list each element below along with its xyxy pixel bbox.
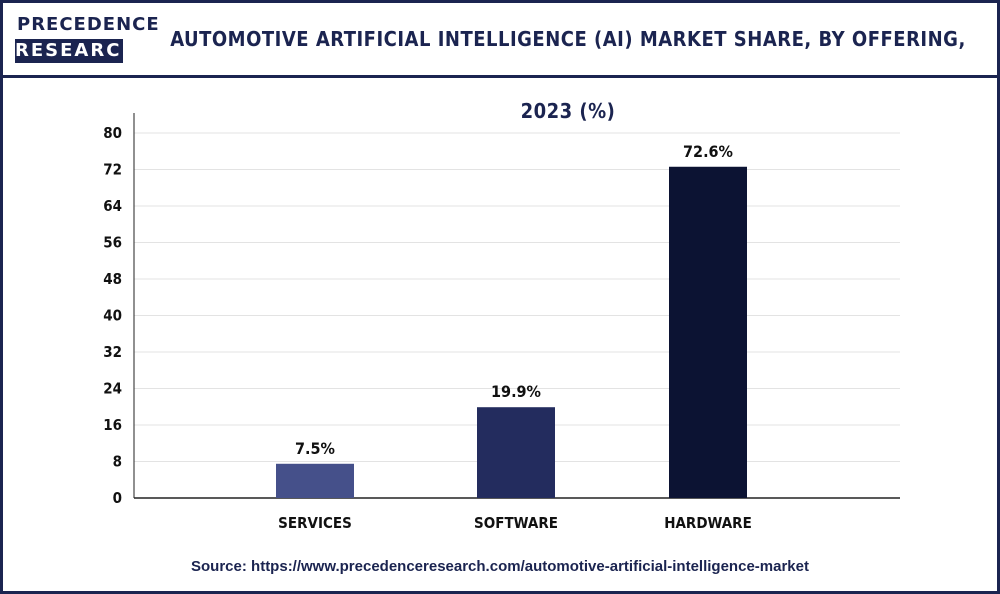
- source-text: Source: https://www.precedenceresearch.c…: [191, 558, 809, 575]
- x-tick-label: SOFTWARE: [474, 514, 558, 532]
- data-label: 72.6%: [683, 142, 733, 161]
- bar-chart: 0 8 16 24 32 40 48 56 64 72 80 7.5% SERVICES 19.9% SOF…: [103, 113, 900, 532]
- y-tick-label: 8: [113, 453, 122, 471]
- bar-software: [477, 407, 555, 498]
- y-tick-label: 40: [103, 307, 122, 325]
- header: PRECEDENCE RESEARCH AUTOMOTIVE ARTIFICIA…: [3, 3, 997, 123]
- y-tick-label: 48: [103, 270, 122, 288]
- y-tick-label: 24: [103, 380, 122, 398]
- y-tick-label: 80: [103, 124, 122, 142]
- data-label: 19.9%: [491, 382, 541, 401]
- bar-hardware: [669, 166, 747, 498]
- x-tick-label: HARDWARE: [664, 514, 752, 532]
- chart-title: AUTOMOTIVE ARTIFICIAL INTELLIGENCE (AI) …: [170, 27, 966, 123]
- y-tick-label: 64: [103, 197, 122, 215]
- y-tick-label: 32: [103, 343, 122, 361]
- logo-text-bottom: RESEARCH: [15, 39, 139, 63]
- y-tick-label: 72: [103, 161, 122, 179]
- bar-services: [276, 463, 354, 498]
- y-tick-label: 16: [103, 416, 122, 434]
- y-tick-label: 56: [103, 234, 122, 252]
- y-tick-label: 0: [113, 489, 122, 507]
- data-label: 7.5%: [295, 439, 335, 458]
- x-tick-label: SERVICES: [278, 514, 352, 532]
